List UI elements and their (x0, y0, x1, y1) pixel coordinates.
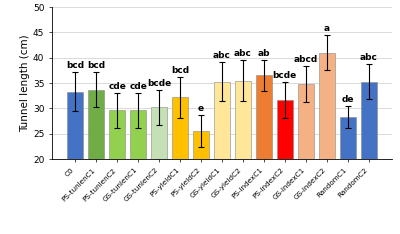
Text: cde: cde (108, 82, 126, 91)
Y-axis label: Tunnel length (cm): Tunnel length (cm) (20, 34, 30, 132)
Text: e: e (198, 104, 204, 113)
Text: abc: abc (213, 51, 231, 60)
Bar (340, 117, 356, 234)
Text: bcde: bcde (273, 71, 297, 80)
Bar (109, 110, 125, 234)
Bar (130, 110, 146, 234)
Bar (298, 84, 314, 234)
Bar (256, 76, 272, 234)
Bar (172, 97, 188, 234)
Text: bcd: bcd (87, 61, 105, 70)
Text: bcd: bcd (66, 61, 84, 70)
Text: bcd: bcd (171, 66, 189, 75)
Text: de: de (342, 95, 354, 104)
Text: a: a (324, 24, 330, 33)
Bar (361, 82, 376, 234)
Bar (319, 53, 335, 234)
Text: abc: abc (234, 49, 252, 58)
Bar (151, 107, 167, 234)
Text: abc: abc (360, 53, 378, 62)
Bar (193, 131, 209, 234)
Text: ab: ab (258, 49, 270, 58)
Text: bcde: bcde (147, 79, 171, 88)
Text: abcd: abcd (294, 55, 318, 64)
Bar (88, 90, 104, 234)
Bar (214, 82, 230, 234)
Bar (235, 80, 251, 234)
Bar (277, 100, 293, 234)
Bar (68, 92, 83, 234)
Text: cde: cde (129, 82, 147, 91)
